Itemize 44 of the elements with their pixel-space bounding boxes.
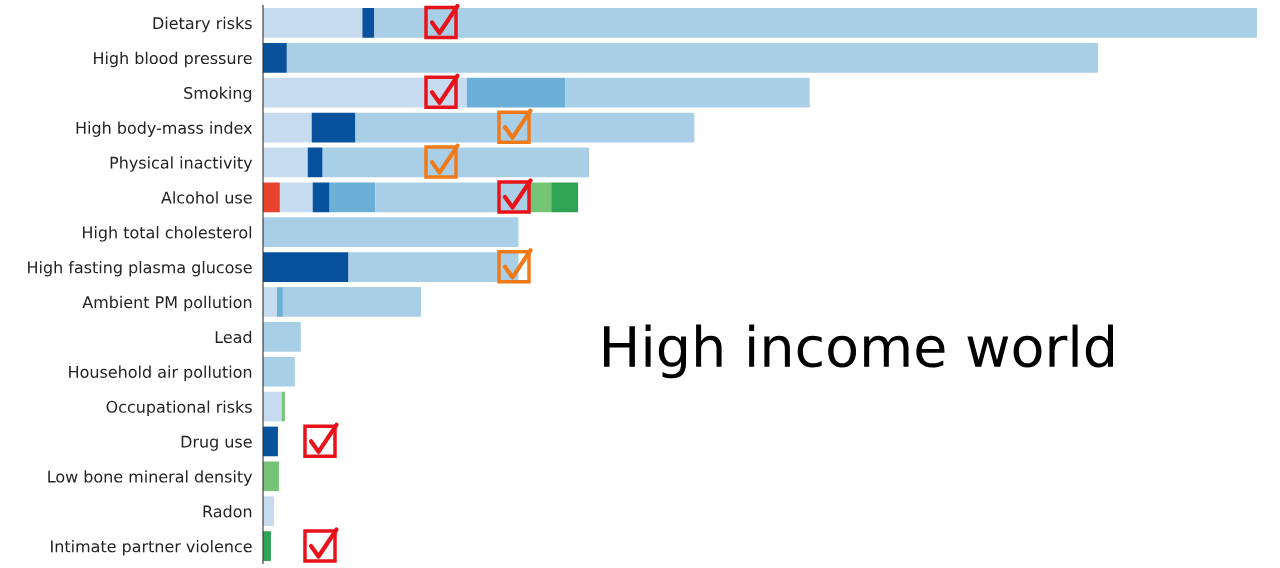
bar xyxy=(286,42,1098,73)
bar xyxy=(312,182,330,213)
y-tick-label: Radon xyxy=(203,505,252,518)
bar xyxy=(263,391,282,422)
bar xyxy=(281,391,285,422)
y-tick-label: Alcohol use xyxy=(161,191,252,204)
bar xyxy=(329,182,376,213)
bar xyxy=(263,217,519,248)
bar xyxy=(263,112,312,143)
bar xyxy=(263,182,280,213)
bar xyxy=(263,321,301,352)
bar xyxy=(551,182,579,213)
bar xyxy=(263,496,274,527)
bar xyxy=(307,147,323,178)
bar xyxy=(263,426,278,457)
bar xyxy=(565,77,810,108)
y-tick-label: High blood pressure xyxy=(94,51,252,68)
bar xyxy=(311,112,356,143)
bar xyxy=(276,287,283,317)
y-tick-label: Smoking xyxy=(184,86,252,103)
bar xyxy=(263,147,308,178)
y-tick-label: High total cholesterol xyxy=(83,226,252,242)
bar xyxy=(263,461,279,492)
y-tick-label: Household air pollution xyxy=(69,365,252,382)
y-tick-label: High fasting plasma glucose xyxy=(28,260,252,277)
y-tick-label: Drug use xyxy=(181,435,252,451)
bar xyxy=(282,287,422,317)
y-tick-label: Physical inactivity xyxy=(110,156,253,172)
bar xyxy=(263,252,349,282)
y-tick-label: High body-mass index xyxy=(76,121,253,137)
y-tick-label: Ambient PM pollution xyxy=(82,295,252,312)
bar xyxy=(263,8,363,38)
y-tick-label: Dietary risks xyxy=(153,16,252,33)
bar xyxy=(362,8,375,38)
y-tick-label: Intimate partner violence xyxy=(51,539,252,556)
bar xyxy=(279,182,313,213)
bar xyxy=(263,356,295,387)
y-tick-label: Lead xyxy=(215,330,252,344)
y-tick-label: Low bone mineral density xyxy=(48,470,253,486)
bar xyxy=(263,42,287,73)
annotation: High income world xyxy=(604,324,1113,379)
y-tick-label: Occupational risks xyxy=(106,400,252,416)
bar xyxy=(263,287,277,317)
bar xyxy=(466,77,566,108)
